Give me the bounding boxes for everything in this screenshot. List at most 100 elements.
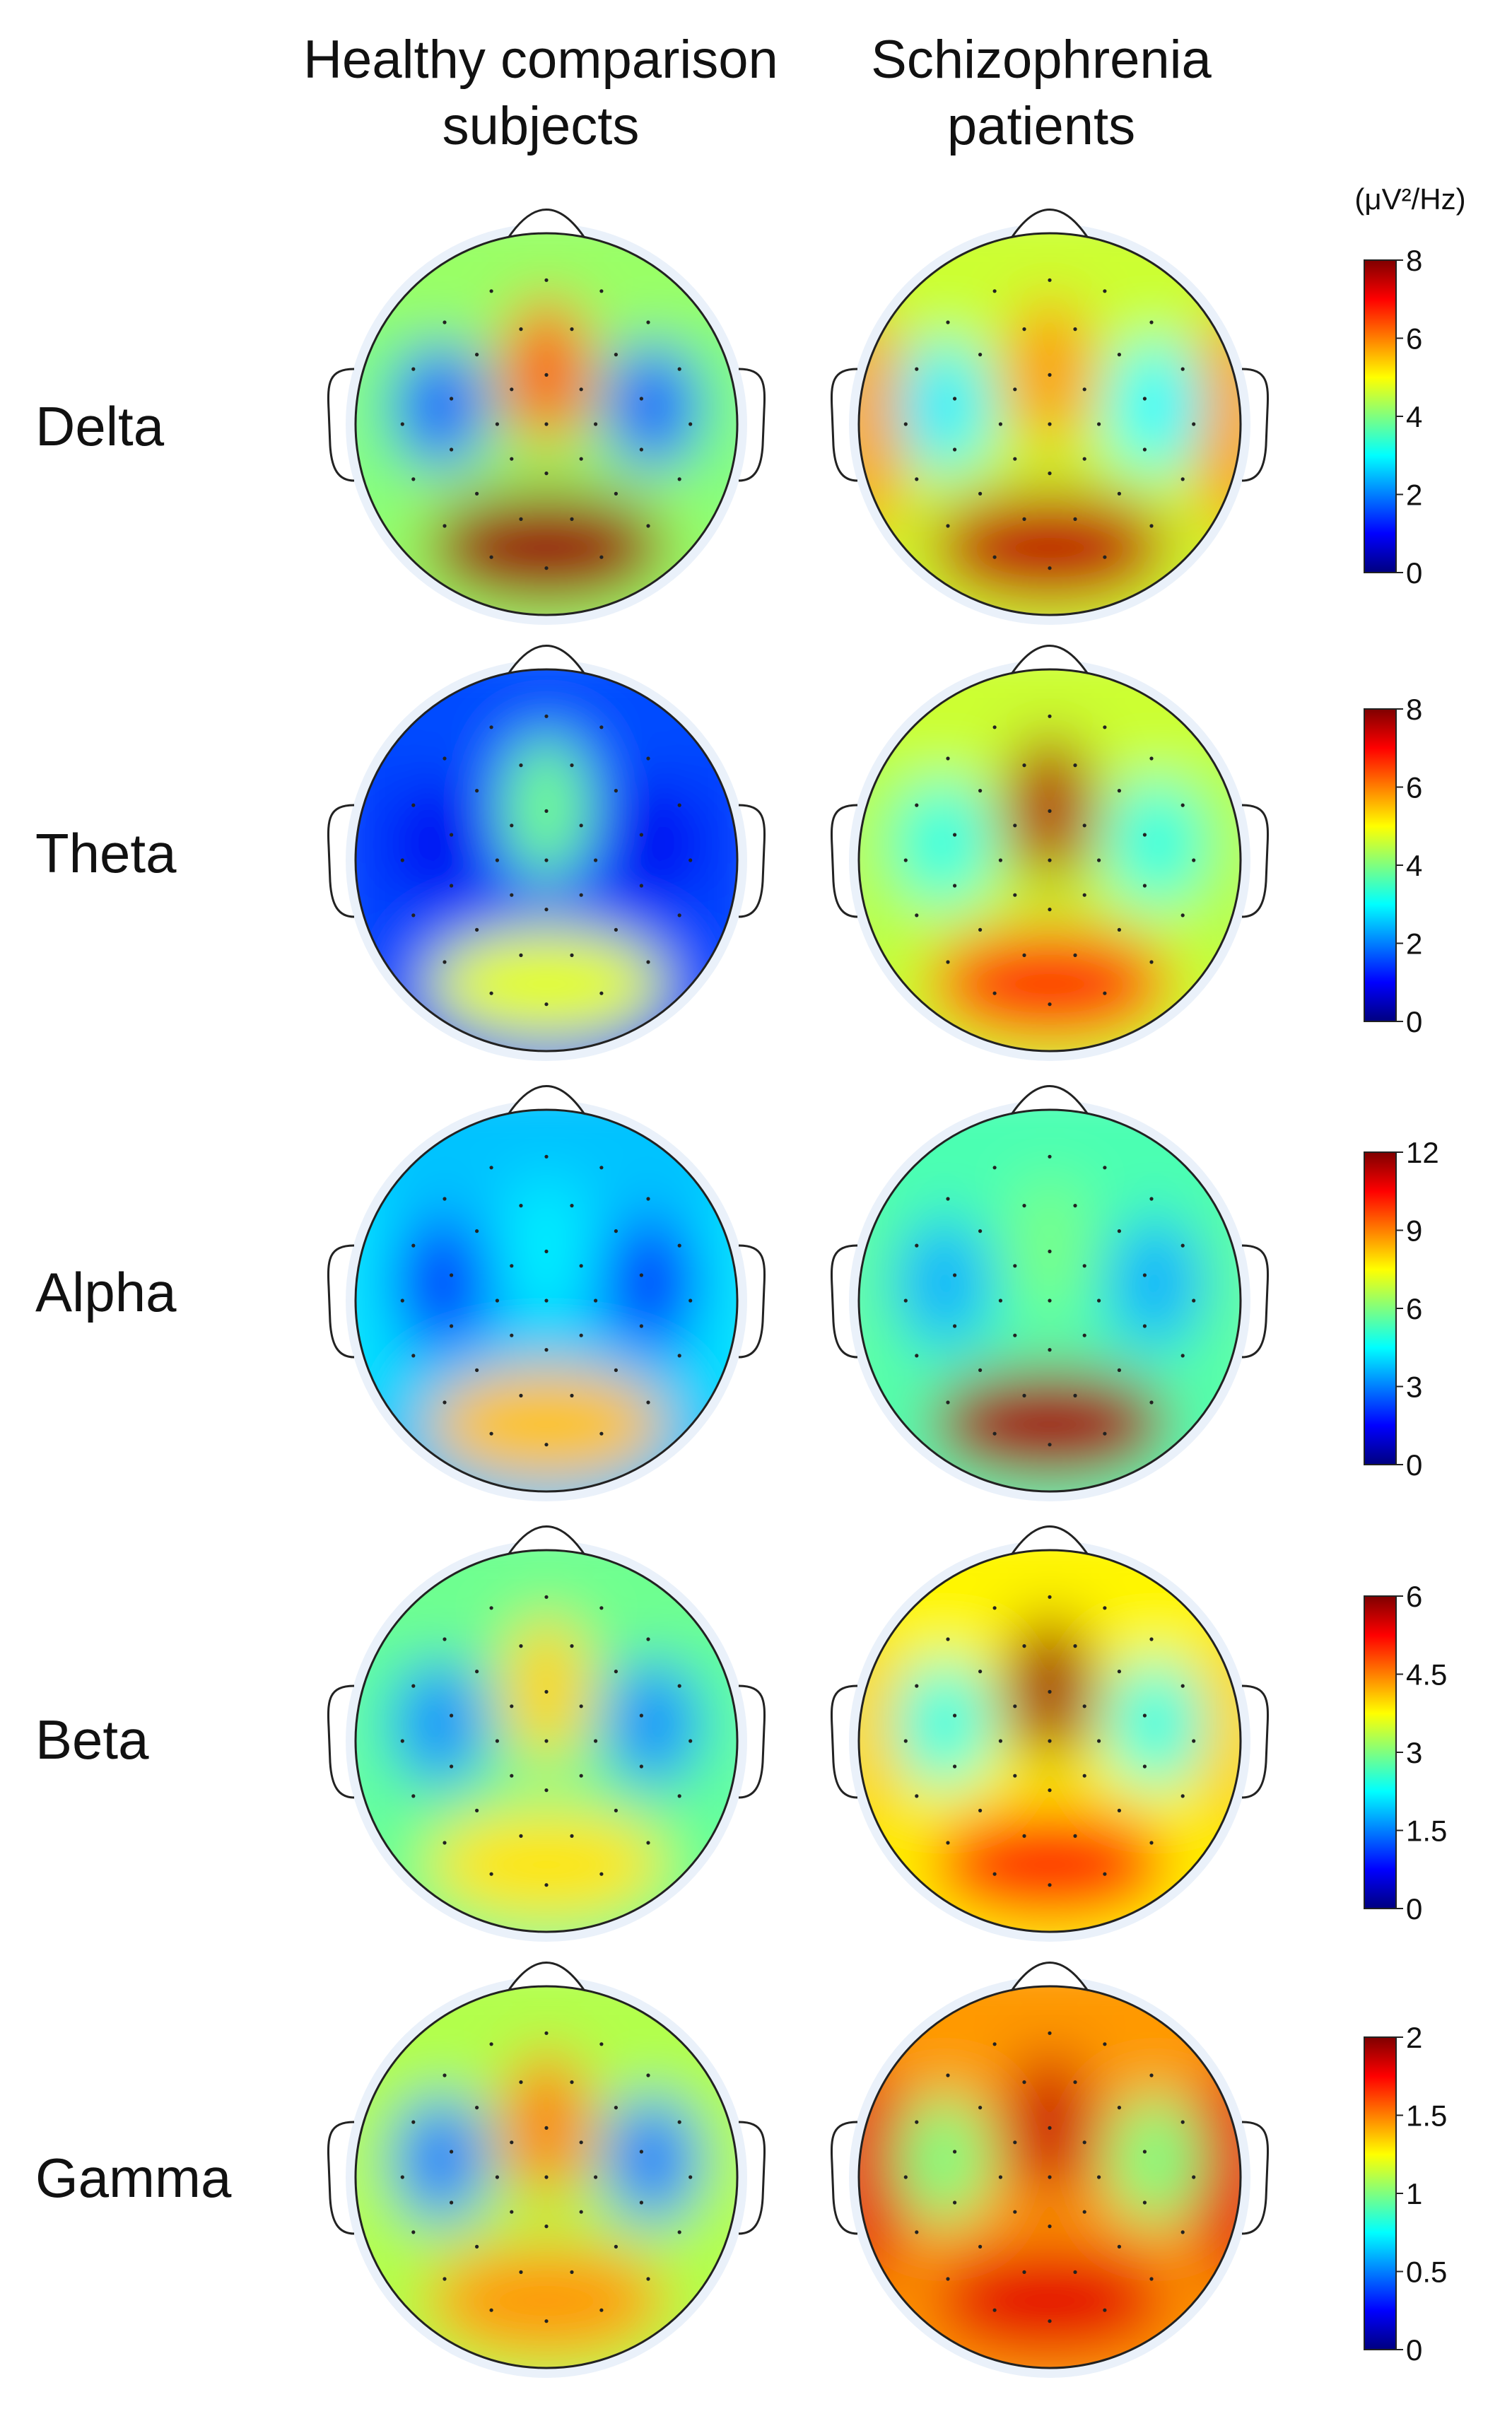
electrode-dot [594, 2175, 598, 2179]
electrode-dot [510, 893, 514, 897]
electrode-dot [677, 367, 681, 371]
electrode-dot [1097, 2175, 1101, 2179]
electrode-dot [1103, 1166, 1107, 1170]
electrode-dot [1048, 566, 1052, 570]
electrode-dot [1073, 1834, 1077, 1838]
electrode-dot [992, 1166, 997, 1170]
colorbar-beta: 6 4.5 3 1.5 0 [1364, 1580, 1447, 1925]
electrode-dot [510, 1704, 514, 1708]
electrode-dot [1103, 991, 1107, 995]
electrode-dot [1048, 908, 1052, 912]
head-map-gamma-patients [831, 1962, 1269, 2378]
electrode-dot [599, 1166, 604, 1170]
electrode-dot [1013, 457, 1017, 461]
electrode-dot [1082, 823, 1086, 828]
region-frontal-midline [503, 297, 590, 445]
electrode-dot [915, 477, 919, 481]
head-ear-left [327, 804, 355, 918]
electrode-dot [978, 789, 983, 793]
region-temporal-left [859, 2057, 905, 2297]
electrode-dot [992, 1431, 997, 1436]
head-nose [1009, 209, 1090, 240]
electrode-dot [1192, 1739, 1196, 1743]
region-temporal-left [356, 304, 402, 544]
electrode-dot [614, 353, 619, 357]
region-temporal-right [1195, 740, 1241, 980]
electrode-dot [510, 823, 514, 828]
electrode-dot [1048, 471, 1052, 476]
electrode-dot [489, 991, 493, 995]
colorbar-alpha: 12 9 6 3 0 [1364, 1136, 1439, 1482]
electrode-dot [544, 2031, 549, 2035]
electrode-dot [579, 2210, 583, 2214]
electrode-dot [519, 953, 523, 957]
electrode-dot [489, 725, 493, 729]
colorbar-tick-label: 8 [1406, 244, 1422, 277]
electrode-dot [978, 1368, 983, 1372]
electrode-dot [614, 2106, 619, 2110]
electrode-dot [599, 1606, 604, 1610]
electrode-dot [443, 960, 447, 964]
head-ear-left [327, 368, 355, 482]
electrode-dot [1073, 517, 1077, 522]
electrode-dot [1022, 2270, 1026, 2274]
electrode-dot [903, 422, 908, 426]
electrode-dot [1180, 803, 1185, 807]
electrode-dot [475, 1670, 479, 1674]
electrode-dot [1022, 1644, 1026, 1648]
colorbar-tick-label: 0.5 [1406, 2256, 1447, 2289]
head-ear-right [738, 804, 766, 918]
column-title-patients-line1: Schizophrenia [871, 30, 1212, 90]
electrode-dot [1180, 2120, 1185, 2124]
electrode-dot [400, 1299, 404, 1303]
head-nose [506, 645, 587, 676]
electrode-dot [400, 2175, 404, 2179]
column-title-healthy-line2: subjects [442, 96, 640, 156]
electrode-dot [570, 2080, 574, 2085]
electrode-dot [1192, 2175, 1196, 2179]
electrode-dot [519, 1644, 523, 1648]
electrode-dot [495, 1739, 500, 1743]
electrode-dot [1180, 2230, 1185, 2234]
electrode-dot [450, 833, 454, 837]
electrode-dot [544, 908, 549, 912]
electrode-dot [915, 2120, 919, 2124]
electrode-dot [1149, 2073, 1154, 2077]
region-lateral-right [1108, 778, 1204, 908]
electrode-dot [1082, 1704, 1086, 1708]
electrode-dot [475, 1229, 479, 1233]
electrode-dot [614, 789, 619, 793]
electrode-dot [544, 1443, 549, 1447]
electrode-dot [1149, 1637, 1154, 1641]
head-nose [1009, 1962, 1090, 1993]
column-title-patients: Schizophrenia patients [773, 27, 1310, 160]
head-outline [354, 668, 739, 1053]
region-posterior [930, 927, 1170, 1040]
electrode-dot [579, 1704, 583, 1708]
colorbar-delta: 8 6 4 2 0 [1364, 244, 1422, 590]
band-label-theta: Theta [35, 822, 177, 884]
electrode-dot [639, 833, 644, 837]
electrode-dot [946, 320, 950, 324]
electrode-dot [1048, 714, 1052, 718]
electrode-dot [639, 884, 644, 888]
head-outline [354, 1549, 739, 1933]
electrode-dot [519, 327, 523, 332]
electrode-dot [998, 858, 1002, 862]
electrode-dot [450, 447, 454, 452]
electrode-dot [1082, 457, 1086, 461]
electrode-dot [1022, 1393, 1026, 1397]
region-frontal-midline [503, 1173, 590, 1322]
electrode-dot [915, 1794, 919, 1798]
electrode-dot [1192, 422, 1196, 426]
region-posterior [426, 1368, 667, 1481]
electrode-dot [570, 1644, 574, 1648]
electrode-dot [599, 555, 604, 559]
electrode-dot [1142, 1324, 1147, 1328]
electrode-dot [1048, 1348, 1052, 1352]
electrode-dot [544, 1154, 549, 1159]
electrode-dot [978, 1229, 983, 1233]
head-outline [354, 232, 739, 616]
colorbar-tick-label: 4 [1406, 849, 1422, 882]
electrode-dot [544, 1249, 549, 1253]
